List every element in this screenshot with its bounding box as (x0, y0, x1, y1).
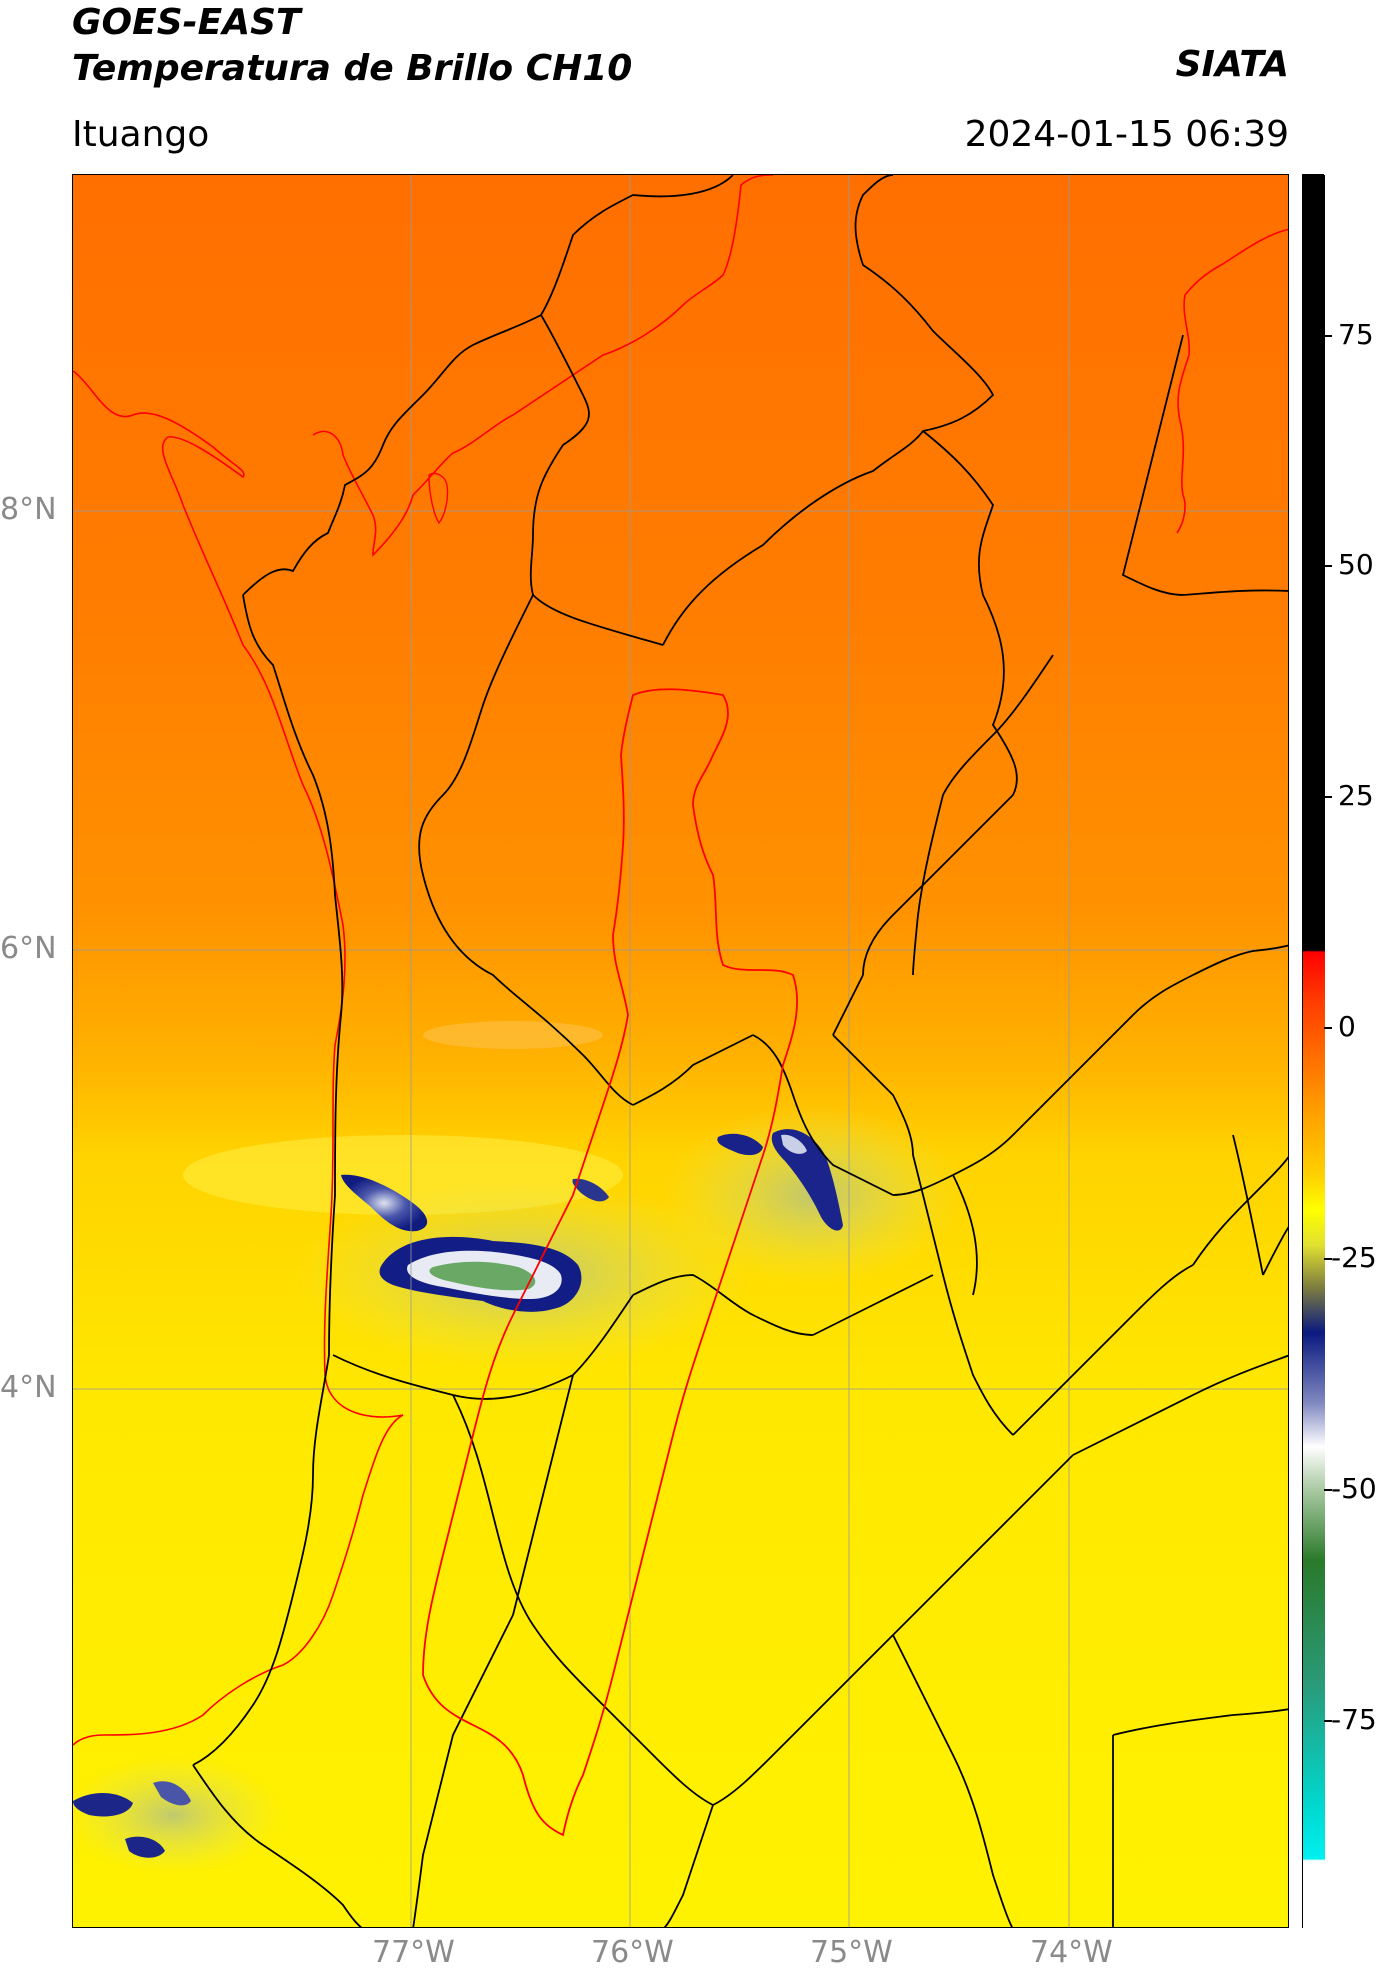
chart-title: GOES-EAST Temperatura de Brillo CH10 (72, 0, 632, 92)
coastline-bay (428, 472, 449, 525)
location-label: Ituango (72, 114, 210, 155)
basin-outline (422, 688, 799, 1837)
lon-label-76w: 76°W (591, 1935, 674, 1970)
cb-label-minus75: -75 (1331, 1703, 1377, 1736)
colorbar-svg (1303, 175, 1325, 1929)
cb-tick (1324, 335, 1332, 337)
coastline (73, 370, 404, 1746)
cb-label-75: 75 (1338, 318, 1374, 351)
lon-label-75w: 75°W (810, 1935, 893, 1970)
temperature-field (73, 175, 1288, 1927)
map-svg (73, 175, 1288, 1927)
organization-label: SIATA (1175, 44, 1289, 85)
cb-label-50: 50 (1338, 548, 1374, 581)
lat-label-8n: 8°N (0, 492, 57, 527)
colorbar-gradient (1303, 175, 1325, 1929)
pale-patch (423, 1021, 603, 1049)
cloud-halo (73, 1755, 283, 1875)
cb-label-minus50: -50 (1331, 1472, 1377, 1505)
lon-label-77w: 77°W (372, 1935, 455, 1970)
coastline-north (312, 175, 774, 557)
title-line-1: GOES-EAST (72, 2, 301, 43)
cold-cloud-cluster-east (717, 1129, 843, 1231)
cb-label-minus25: -25 (1331, 1241, 1377, 1274)
satellite-map (72, 174, 1289, 1928)
datetime-label: 2024-01-15 06:39 (964, 114, 1289, 155)
colorbar (1302, 174, 1325, 1929)
cb-tick (1324, 565, 1332, 567)
lon-label-74w: 74°W (1030, 1935, 1113, 1970)
lat-label-6n: 6°N (0, 931, 57, 966)
cb-tick (1324, 796, 1332, 798)
cb-label-25: 25 (1338, 779, 1374, 812)
coastline-east (1176, 228, 1288, 534)
cb-tick (1324, 1258, 1332, 1260)
cb-tick (1324, 1489, 1332, 1491)
cb-label-0: 0 (1338, 1010, 1356, 1043)
cb-tick (1324, 1027, 1332, 1029)
administrative-borders (192, 175, 1288, 1927)
cb-tick (1324, 1720, 1332, 1722)
title-line-2: Temperatura de Brillo CH10 (72, 48, 633, 89)
cold-cloud-cluster-southwest (73, 1781, 191, 1858)
cold-cloud-cluster-central (341, 1174, 609, 1312)
lat-label-4n: 4°N (0, 1370, 57, 1405)
